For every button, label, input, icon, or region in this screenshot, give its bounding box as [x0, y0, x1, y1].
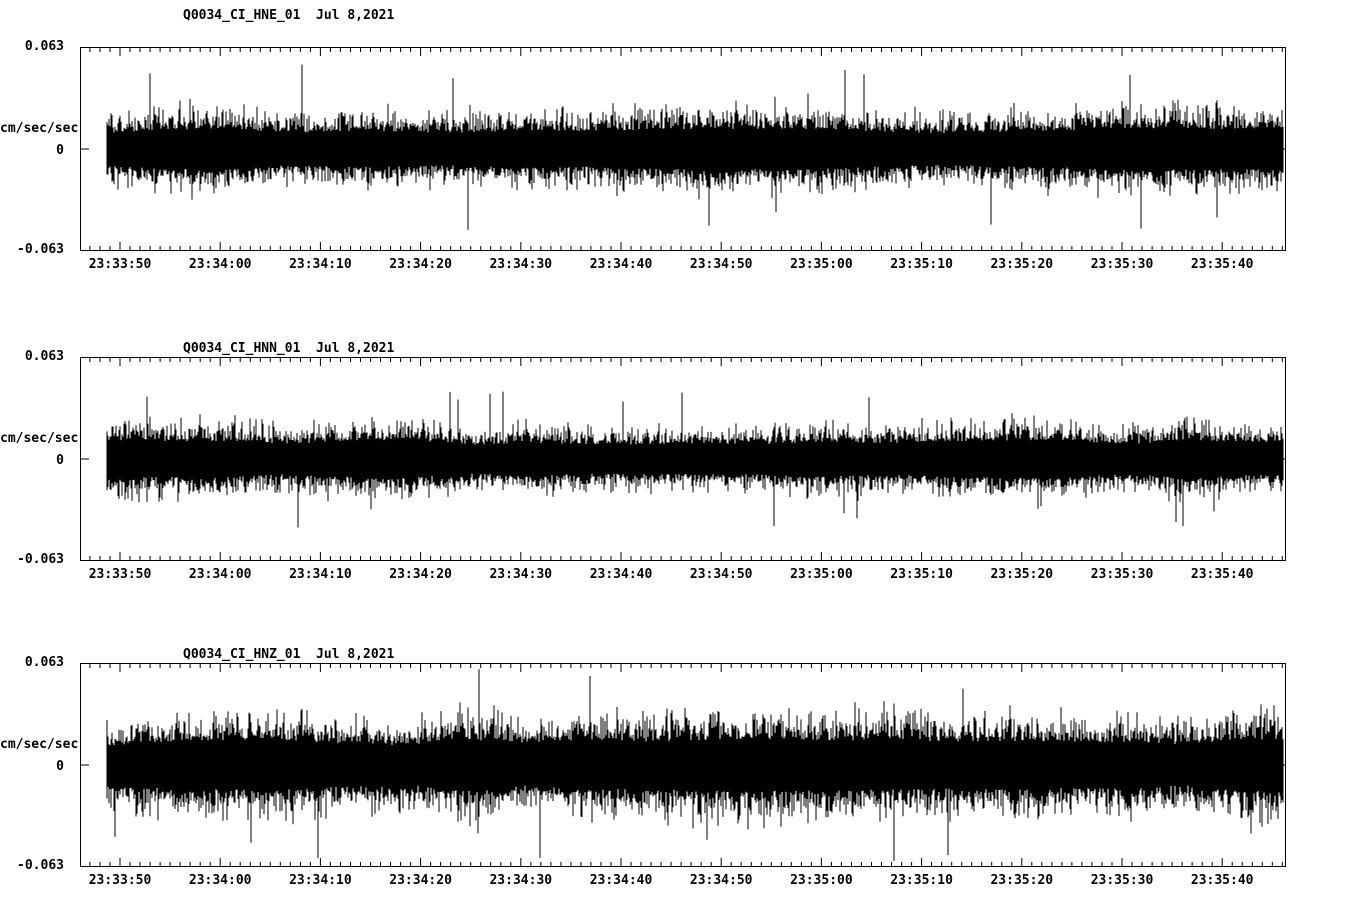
x-tick-label: 23:35:00 — [790, 873, 853, 888]
plot-frame — [80, 47, 1286, 251]
y-tick-label-zero: 0 — [56, 143, 64, 158]
x-tick-label: 23:35:40 — [1190, 873, 1254, 888]
x-tick-label: 23:34:00 — [188, 873, 252, 888]
x-axis-labels: 23:33:50 23:34:00 23:34:10 23:34:20 23:34:30… — [0, 257, 1358, 273]
x-tick-label: 23:34:20 — [389, 257, 452, 272]
y-tick-label-max: 0.063 — [24, 39, 64, 54]
x-tick-label: 23:35:20 — [990, 567, 1054, 582]
plot-frame — [80, 663, 1286, 867]
x-tick-label: 23:34:40 — [589, 257, 653, 272]
chart-title: Q0034_CI_HNN_01 Jul 8,2021 — [183, 341, 395, 356]
waveform-trace — [106, 669, 1284, 861]
x-tick-label: 23:34:00 — [188, 567, 252, 582]
x-tick-label: 23:33:50 — [88, 567, 152, 582]
y-tick-label-min: -0.063 — [17, 858, 64, 873]
x-tick-label: 23:33:50 — [88, 873, 152, 888]
x-tick-label: 23:34:10 — [289, 873, 352, 888]
x-tick-label: 23:35:10 — [890, 567, 953, 582]
axis-ticks — [81, 358, 1285, 560]
x-tick-label: 23:34:30 — [489, 257, 553, 272]
x-axis-labels: 23:33:50 23:34:00 23:34:10 23:34:20 23:34:30… — [0, 873, 1358, 889]
x-tick-label: 23:35:40 — [1190, 567, 1254, 582]
waveform-plot — [80, 357, 1286, 561]
x-tick-label: 23:34:10 — [289, 567, 352, 582]
x-tick-label: 23:35:30 — [1090, 257, 1154, 272]
chart-title: Q0034_CI_HNE_01 Jul 8,2021 — [183, 8, 395, 23]
y-tick-label-max: 0.063 — [24, 349, 64, 364]
x-tick-label: 23:35:30 — [1090, 567, 1154, 582]
x-tick-label: 23:34:50 — [689, 257, 753, 272]
waveform-trace — [106, 64, 1284, 230]
x-tick-label: 23:33:50 — [88, 257, 152, 272]
axis-ticks — [81, 48, 1285, 250]
x-tick-label: 23:34:50 — [689, 567, 753, 582]
chart-title: Q0034_CI_HNZ_01 Jul 8,2021 — [183, 647, 395, 662]
x-tick-label: 23:34:20 — [389, 567, 452, 582]
y-tick-label-zero: 0 — [56, 759, 64, 774]
x-axis-labels: 23:33:50 23:34:00 23:34:10 23:34:20 23:34:30… — [0, 567, 1358, 583]
x-tick-label: 23:34:10 — [289, 257, 352, 272]
y-tick-label-min: -0.063 — [17, 552, 64, 567]
x-tick-label: 23:35:10 — [890, 257, 953, 272]
x-tick-label: 23:34:20 — [389, 873, 452, 888]
y-tick-label-zero: 0 — [56, 453, 64, 468]
x-tick-label: 23:34:50 — [689, 873, 753, 888]
x-tick-label: 23:35:00 — [790, 567, 853, 582]
x-tick-label: 23:35:20 — [990, 873, 1054, 888]
y-tick-label-max: 0.063 — [24, 655, 64, 670]
x-tick-label: 23:34:30 — [489, 873, 553, 888]
waveform-plot — [80, 47, 1286, 251]
x-tick-label: 23:35:00 — [790, 257, 853, 272]
y-tick-label-min: -0.063 — [17, 242, 64, 257]
waveform-plot — [80, 663, 1286, 867]
y-axis-unit-label: cm/sec/sec — [0, 737, 79, 752]
axis-ticks — [81, 664, 1285, 866]
y-axis-unit-label: cm/sec/sec — [0, 431, 79, 446]
x-tick-label: 23:34:40 — [589, 873, 653, 888]
waveform-trace — [106, 391, 1284, 528]
x-tick-label: 23:35:10 — [890, 873, 953, 888]
x-tick-label: 23:35:30 — [1090, 873, 1154, 888]
x-tick-label: 23:34:00 — [188, 257, 252, 272]
x-tick-label: 23:35:40 — [1190, 257, 1254, 272]
x-tick-label: 23:34:30 — [489, 567, 553, 582]
x-tick-label: 23:35:20 — [990, 257, 1054, 272]
plot-frame — [80, 357, 1286, 561]
y-axis-unit-label: cm/sec/sec — [0, 121, 79, 136]
x-tick-label: 23:34:40 — [589, 567, 653, 582]
